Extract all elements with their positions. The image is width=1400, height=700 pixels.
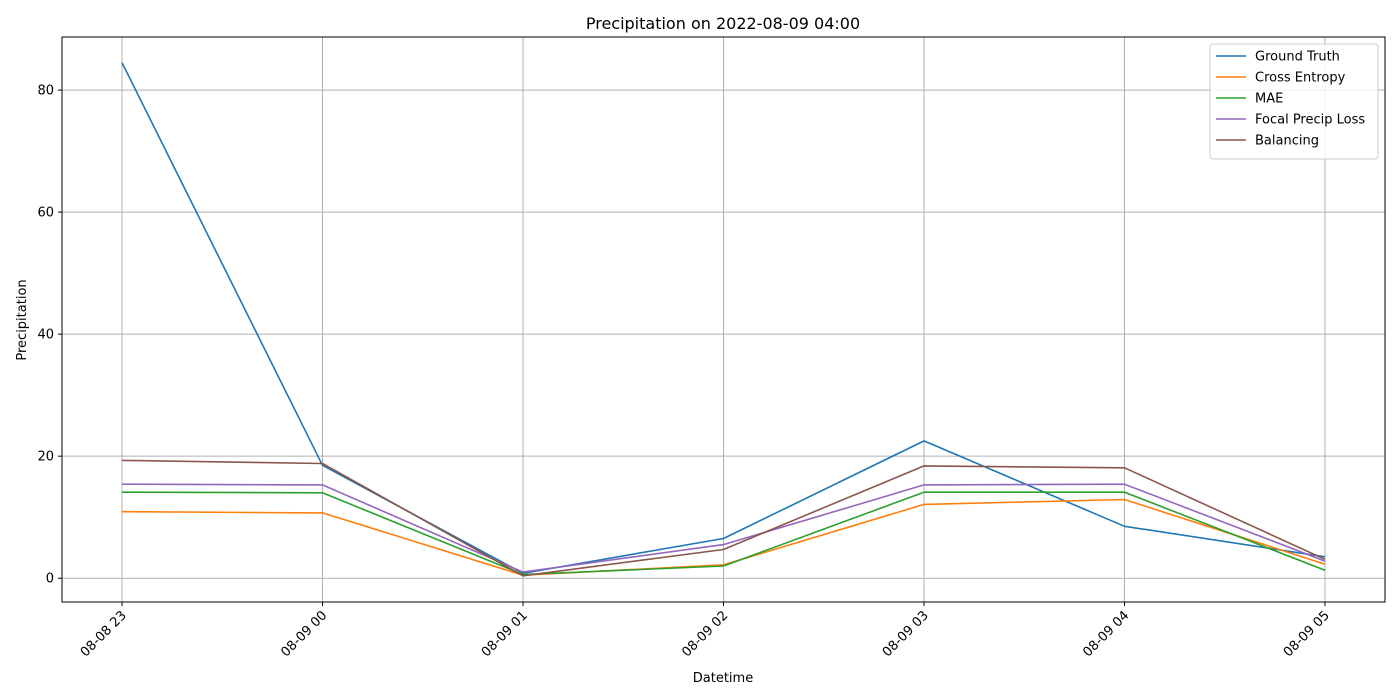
series-line-balancing — [121, 459, 1326, 577]
y-axis-label: Precipitation — [15, 279, 30, 360]
chart-title: Precipitation on 2022-08-09 04:00 — [586, 14, 860, 33]
x-tick-label: 08-09 01 — [479, 608, 531, 660]
series-lines — [121, 62, 1326, 577]
y-axis: 0 20 40 60 80 — [37, 84, 62, 587]
x-tick-label: 08-09 03 — [880, 608, 932, 660]
x-tick-label: 08-09 02 — [679, 608, 731, 660]
y-tick-label: 80 — [37, 84, 54, 99]
series-line-mae — [121, 491, 1326, 576]
series-line-cross-entropy — [121, 498, 1326, 577]
series-line-ground-truth — [121, 62, 1326, 575]
x-tick-label: 08-09 05 — [1281, 608, 1333, 660]
x-tick-label: 08-09 00 — [278, 608, 330, 660]
y-tick-label: 0 — [46, 572, 54, 587]
grid — [62, 37, 1385, 602]
y-tick-label: 60 — [37, 206, 54, 221]
x-tick-label: 08-08 23 — [78, 608, 130, 660]
legend-entry: Ground Truth — [1255, 50, 1340, 65]
legend-entry: MAE — [1255, 92, 1283, 107]
x-tick-label: 08-09 04 — [1080, 608, 1132, 660]
legend: Ground Truth Cross Entropy MAE Focal Precip… — [1209, 43, 1379, 160]
legend-entry: Focal Precip Loss — [1255, 113, 1365, 128]
x-axis: 08-08 23 08-09 00 08-09 01 08-09 02 08-09 03… — [78, 602, 1333, 660]
legend-box — [1209, 43, 1379, 160]
x-axis-label: Datetime — [693, 671, 753, 686]
y-tick-label: 20 — [37, 450, 54, 465]
legend-entry: Balancing — [1255, 134, 1319, 149]
y-tick-label: 40 — [37, 328, 54, 343]
series-line-focal-precip-loss — [121, 483, 1326, 573]
legend-entry: Cross Entropy — [1255, 71, 1346, 86]
